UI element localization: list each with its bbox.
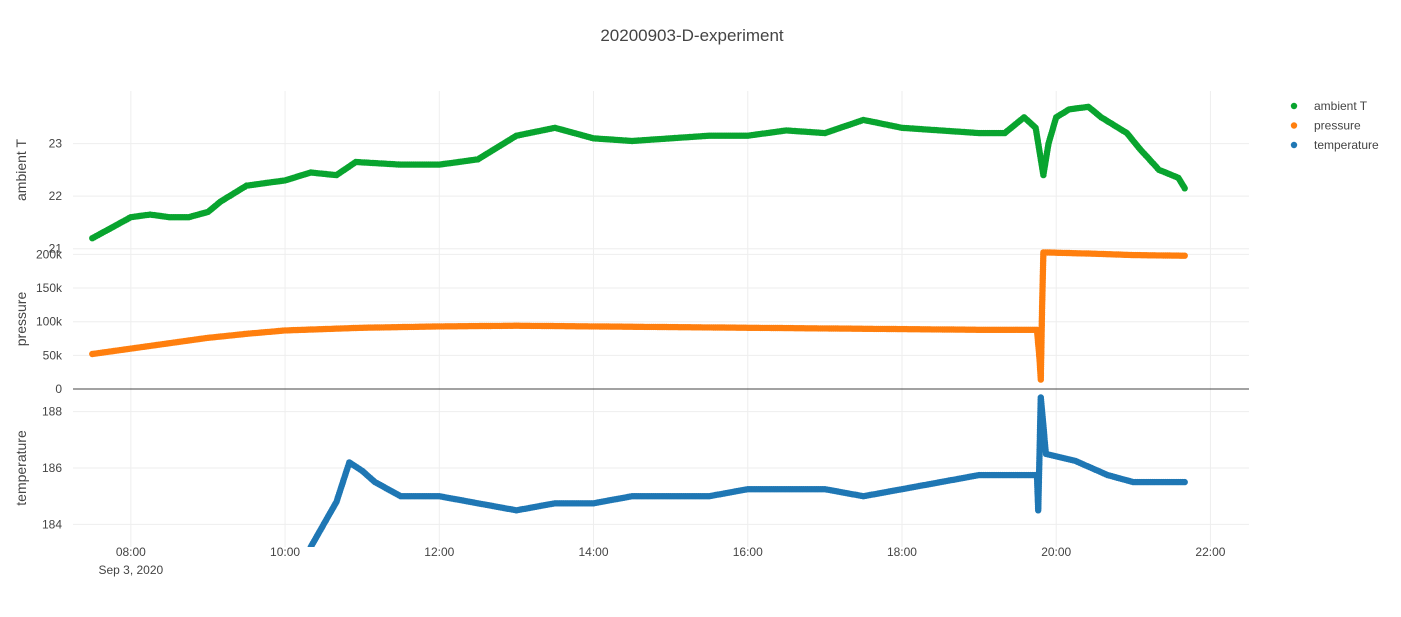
legend-label: temperature: [1314, 138, 1379, 152]
y-axis-label: ambient T: [13, 139, 29, 201]
axis-layer: 08:00 Sep 3, 2020 10:00 12:00 14:00 16:00 18:0…: [13, 137, 1249, 577]
x-tick-sublabel: Sep 3, 2020: [98, 563, 163, 577]
data-point: [1181, 185, 1188, 192]
y-axis-label: temperature: [13, 430, 29, 506]
y-tick-label: 184: [42, 517, 62, 531]
legend-label: ambient T: [1314, 99, 1368, 113]
series-pressure: [89, 249, 1188, 383]
legend: ambient T pressure temperature: [1290, 99, 1379, 152]
legend-label: pressure: [1314, 119, 1361, 133]
legend-marker: [1290, 122, 1298, 129]
x-tick-label: 08:00: [116, 545, 146, 559]
data-point: [1181, 478, 1188, 486]
y-tick-label: 200k: [36, 247, 63, 261]
x-tick-label: 12:00: [424, 545, 454, 559]
y-tick-label: 188: [42, 405, 62, 419]
y-tick-label: 22: [49, 189, 63, 203]
y-tick-label: 100k: [36, 315, 63, 329]
data-point: [1181, 252, 1188, 259]
y-tick-label: 150k: [36, 281, 63, 295]
x-tick-label: 14:00: [579, 545, 609, 559]
x-tick-label: 22:00: [1195, 545, 1225, 559]
series-temperature: [307, 394, 1188, 547]
y-tick-label: 21: [49, 242, 63, 256]
legend-marker: [1290, 102, 1298, 110]
x-tick-label: 20:00: [1041, 545, 1071, 559]
y-tick-label: 186: [42, 461, 62, 475]
legend-marker: [1290, 141, 1298, 149]
series-ambient-T: [89, 103, 1188, 242]
y-tick-label: 0: [55, 382, 62, 396]
grid-layer: [73, 91, 1249, 547]
data-layer: [89, 103, 1188, 547]
x-tick-label: 10:00: [270, 545, 300, 559]
y-axis-label: pressure: [13, 292, 29, 347]
y-tick-label: 50k: [43, 348, 63, 362]
x-tick-label: 16:00: [733, 545, 763, 559]
y-tick-label: 23: [49, 137, 63, 151]
chart-title: 20200903-D-experiment: [600, 26, 784, 45]
x-tick-label: 18:00: [887, 545, 917, 559]
